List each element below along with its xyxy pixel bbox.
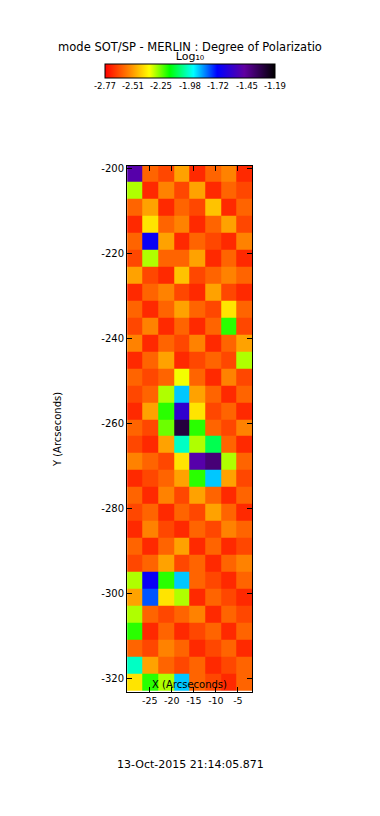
svg-text:X (Arcseconds): X (Arcseconds): [152, 679, 227, 690]
svg-text:-1.45: -1.45: [236, 81, 258, 91]
svg-text:Log₁₀: Log₁₀: [176, 50, 205, 63]
svg-text:-320: -320: [101, 673, 124, 684]
svg-text:-240: -240: [101, 333, 124, 344]
svg-text:-20: -20: [164, 695, 180, 706]
svg-text:-1.72: -1.72: [207, 81, 229, 91]
svg-text:Y (Arcseconds): Y (Arcseconds): [52, 392, 63, 467]
svg-text:-280: -280: [101, 503, 124, 514]
svg-text:-2.51: -2.51: [122, 81, 144, 91]
svg-text:-15: -15: [186, 695, 202, 706]
svg-text:13-Oct-2015 21:14:05.871: 13-Oct-2015 21:14:05.871: [117, 758, 264, 771]
svg-text:-2.77: -2.77: [94, 81, 116, 91]
svg-text:-10: -10: [208, 695, 224, 706]
svg-text:-260: -260: [101, 418, 124, 429]
svg-text:-220: -220: [101, 248, 124, 259]
svg-text:mode SOT/SP - MERLIN : Degree: mode SOT/SP - MERLIN : Degree of Polariz…: [58, 40, 322, 54]
svg-text:-1.98: -1.98: [179, 81, 201, 91]
svg-text:-25: -25: [142, 695, 158, 706]
svg-text:-1.19: -1.19: [264, 81, 286, 91]
svg-text:-300: -300: [101, 588, 124, 599]
svg-text:-2.25: -2.25: [150, 81, 172, 91]
svg-text:-5: -5: [233, 695, 242, 706]
svg-text:-200: -200: [101, 163, 124, 174]
